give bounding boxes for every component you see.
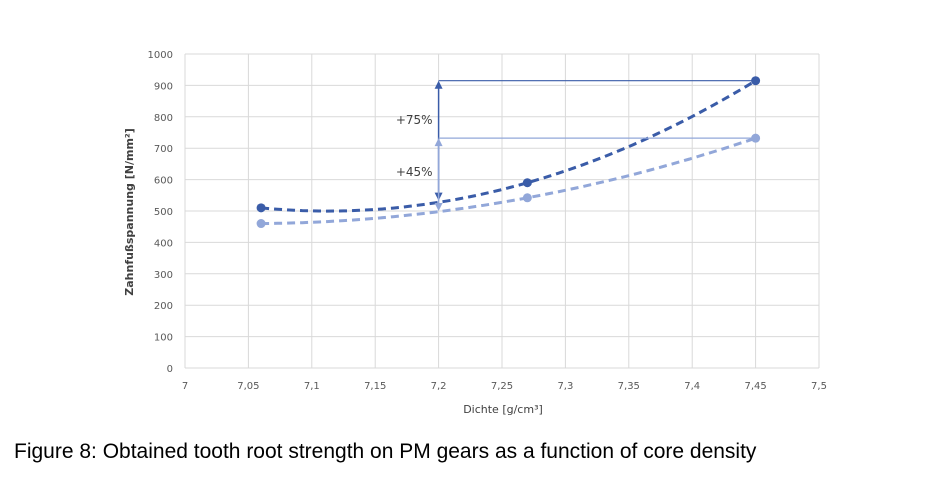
data-point [522,193,532,203]
x-tick-label: 7,4 [684,381,700,392]
data-point [256,219,266,229]
trendline-series-2 [261,136,757,226]
x-tick-label: 7,15 [364,381,386,392]
y-tick-label: 900 [154,81,173,92]
y-tick-label: 0 [167,364,173,375]
y-tick-label: 1000 [148,50,173,61]
chart: 0 100 200 300 400 500 600 700 800 900 1000 7 7,05 7,1… [123,50,827,416]
x-tick-label: 7,3 [557,381,573,392]
x-tick-label: 7 [182,381,188,392]
arrowhead-down [434,203,443,211]
x-tick-label: 7,5 [811,381,827,392]
y-tick-label: 500 [154,207,173,218]
y-tick-label: 100 [154,333,173,344]
data-point [256,203,266,213]
x-tick-label: 7,45 [744,381,766,392]
tick-labels: 0 100 200 300 400 500 600 700 800 900 1000 7 7,05 7,1… [148,50,827,392]
x-tick-label: 7,1 [304,381,320,392]
x-axis-label: Dichte [g/cm³] [463,403,543,416]
x-tick-label: 7,35 [618,381,640,392]
y-tick-label: 300 [154,270,173,281]
annotation-label: +45% [396,165,433,179]
y-axis-label: Zahnfußspannung [N/mm²] [123,128,136,295]
annotation-label: +75% [396,113,433,127]
y-tick-label: 600 [154,176,173,187]
arrowhead-up [434,80,443,89]
x-tick-label: 7,2 [431,381,447,392]
trendline-series-1 [260,79,757,213]
y-tick-label: 700 [154,144,173,155]
y-tick-label: 800 [154,113,173,124]
data-point [522,178,532,188]
series [256,76,761,229]
figure-caption: Figure 8: Obtained tooth root strength o… [14,440,757,463]
y-tick-label: 400 [154,238,173,249]
annotations: +75% +45% [396,80,756,211]
arrowhead-up [434,138,443,147]
x-tick-label: 7,25 [491,381,513,392]
y-tick-label: 200 [154,301,173,312]
x-tick-label: 7,05 [237,381,259,392]
grid [184,53,820,369]
